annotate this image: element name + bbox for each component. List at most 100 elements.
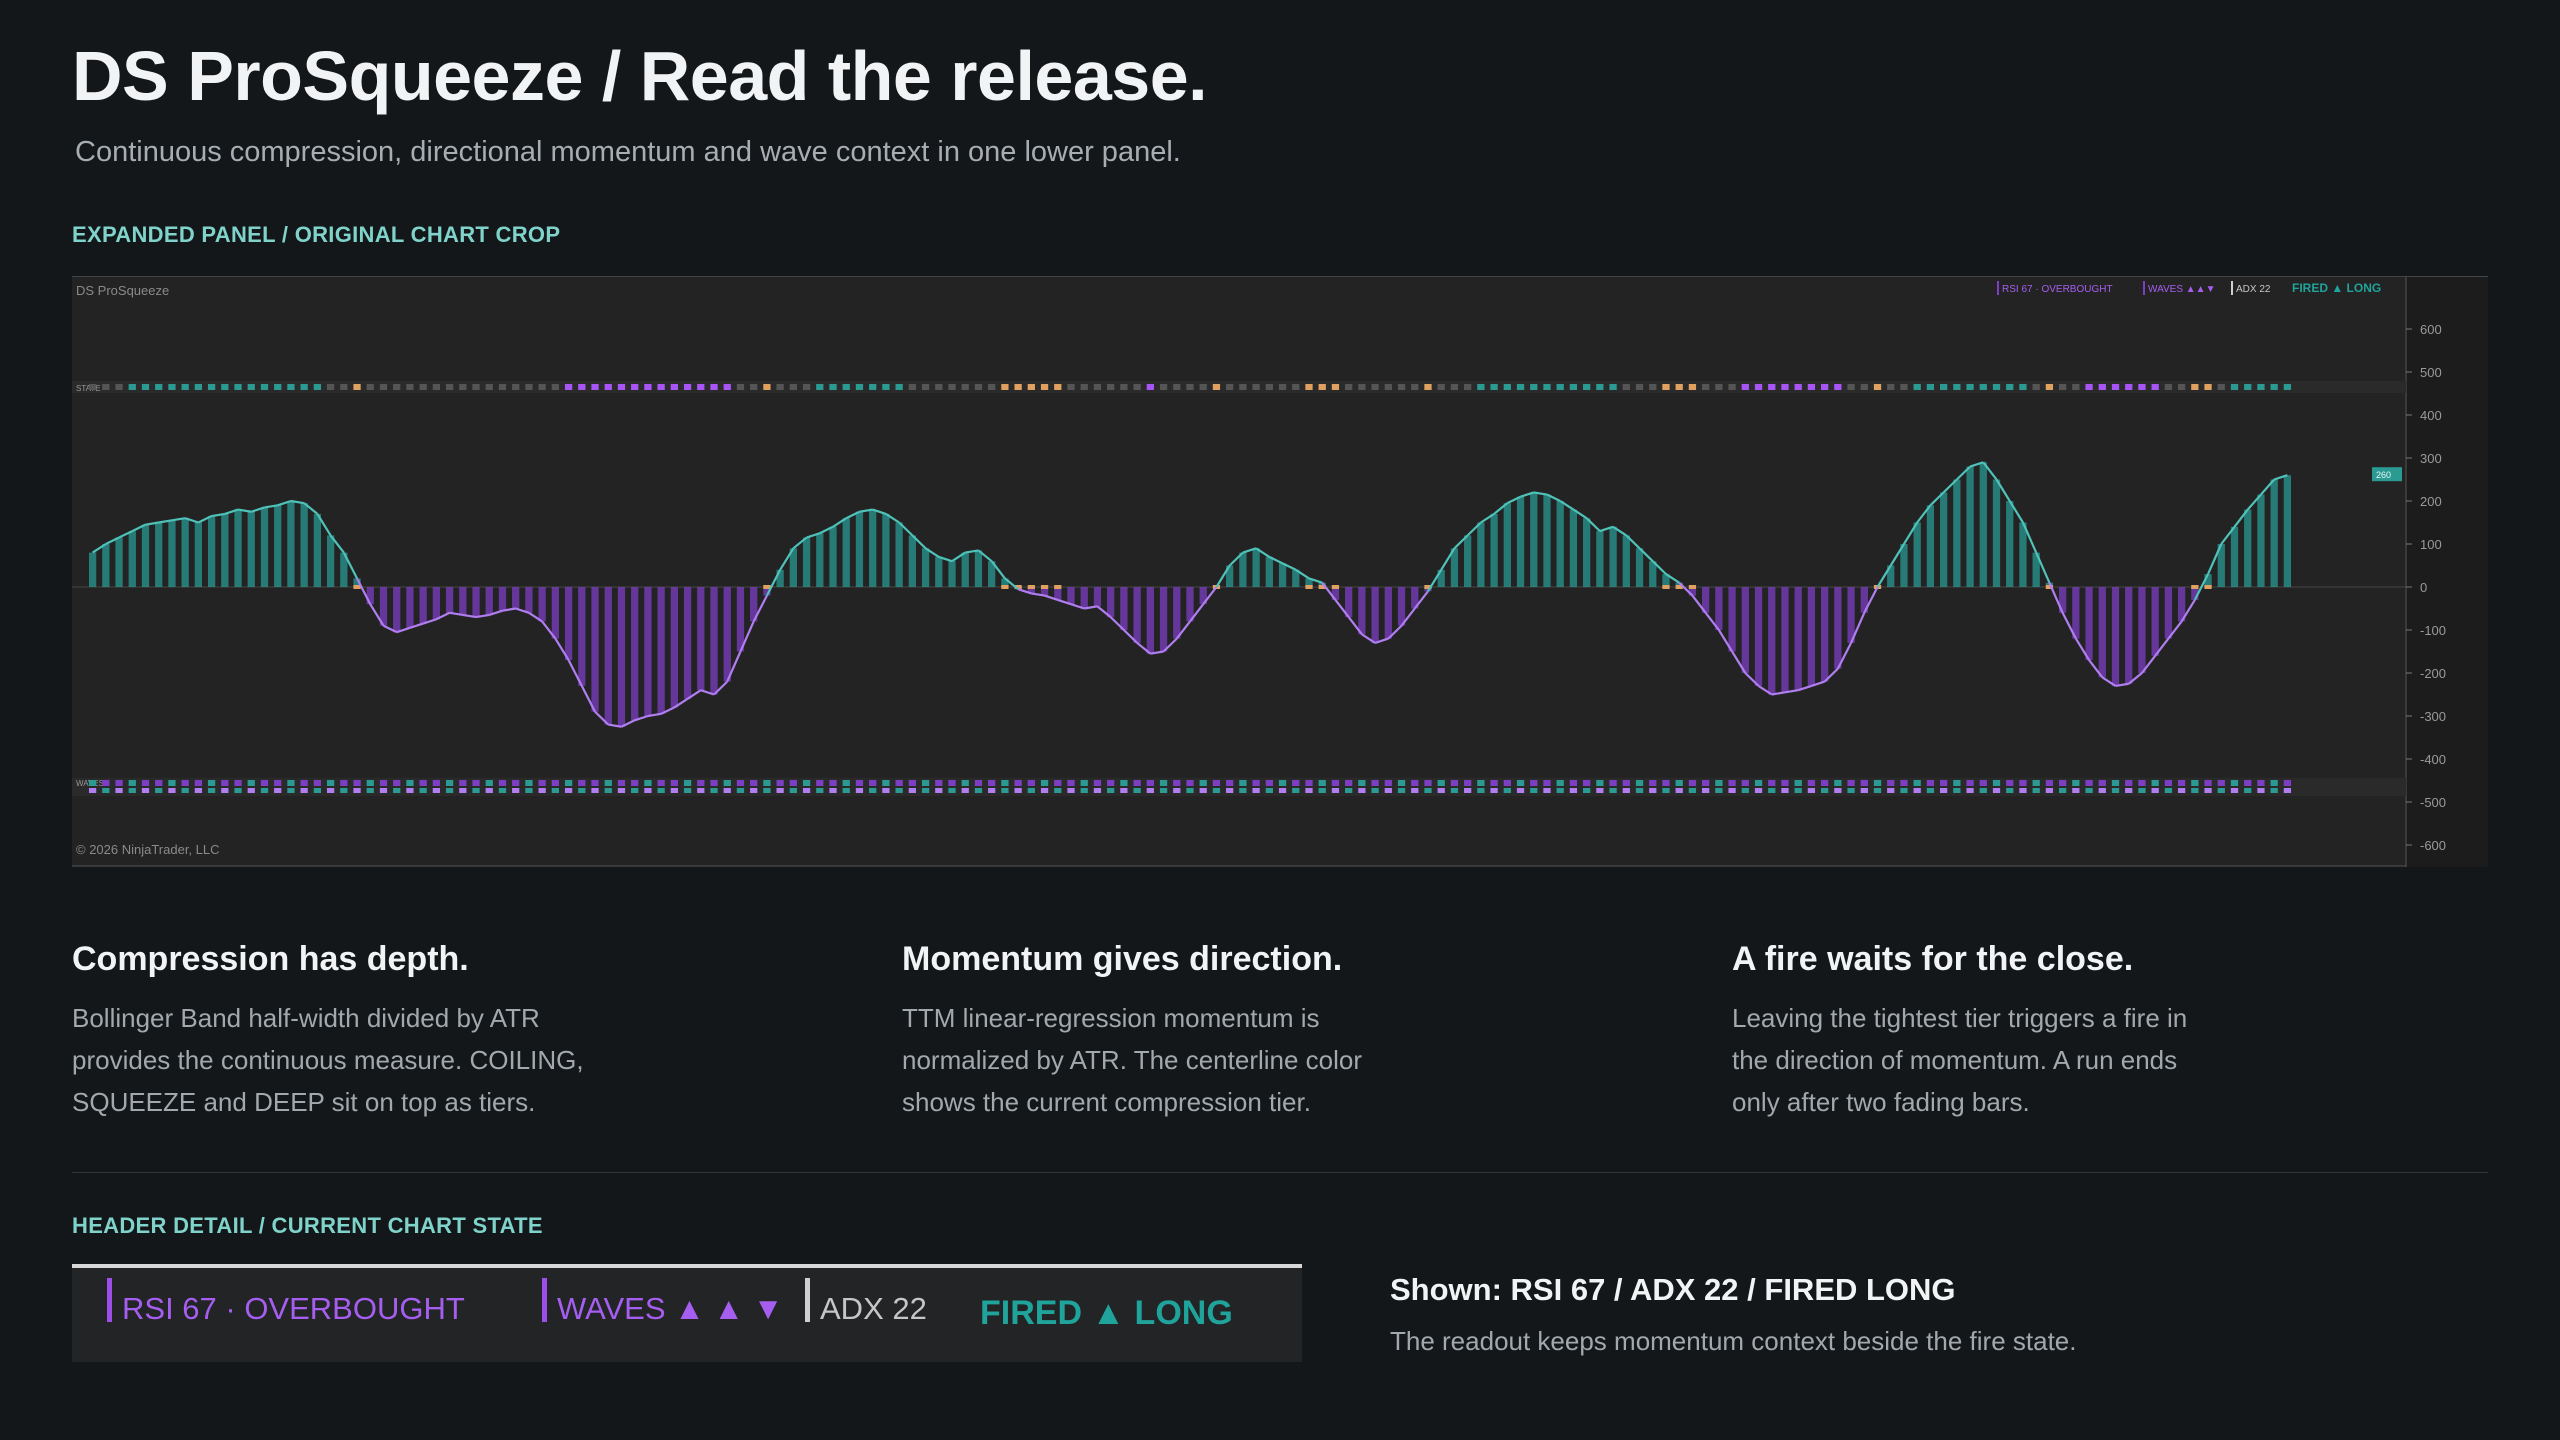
wave-mark (2125, 780, 2133, 786)
momentum-bar (723, 587, 731, 682)
momentum-bar (1252, 548, 1260, 587)
momentum-bar (260, 507, 269, 587)
wave-mark (1979, 788, 1987, 793)
wave-mark (1040, 788, 1049, 793)
momentum-bar (1900, 544, 1908, 587)
momentum-line-segment (264, 504, 278, 509)
momentum-bar (1926, 505, 1935, 587)
wave-mark (353, 788, 361, 793)
momentum-line-segment (2101, 676, 2117, 687)
wave-mark (591, 788, 599, 793)
wave-mark (2191, 780, 2199, 786)
waves-readout: WAVES ▲ ▲ ▼ (557, 1291, 784, 1326)
state-mark (2244, 384, 2252, 390)
momentum-line-segment (1493, 502, 1509, 515)
momentum-line-segment (1506, 495, 1522, 505)
wave-mark (1913, 788, 1921, 793)
wave-mark (551, 788, 560, 793)
wave-mark (1900, 780, 1908, 786)
momentum-bar (1477, 522, 1485, 587)
momentum-bar (1556, 501, 1564, 587)
wave-mark (194, 780, 203, 786)
state-mark (1979, 384, 1987, 390)
momentum-bar (498, 587, 507, 611)
wave-mark (472, 788, 480, 793)
wave-mark (1292, 788, 1300, 793)
wave-mark (1622, 780, 1630, 786)
momentum-line-segment (1334, 599, 1350, 618)
momentum-bar (512, 587, 520, 609)
wave-mark (525, 780, 533, 786)
wave-mark (1054, 788, 1062, 793)
state-mark (1093, 384, 1102, 390)
momentum-bar (2072, 587, 2080, 639)
wave-mark (1807, 780, 1816, 786)
momentum-line-segment (965, 549, 979, 554)
readout-rsi: RSI 67 · OVERBOUGHT (2002, 284, 2113, 295)
momentum-bar (419, 587, 427, 624)
wave-mark (459, 780, 467, 786)
wave-mark (1120, 788, 1128, 793)
wave-mark (617, 788, 626, 793)
header-detail-strip: RSI 67 · OVERBOUGHT WAVES ▲ ▲ ▼ ADX 22 F… (72, 1264, 1302, 1362)
momentum-line-segment (1942, 478, 1958, 494)
wave-mark (1464, 788, 1472, 793)
momentum-bar (2151, 587, 2159, 656)
momentum-bar (1702, 587, 1710, 613)
state-mark (1702, 384, 1710, 390)
state-mark (406, 384, 414, 390)
momentum-line-segment (2273, 474, 2288, 481)
momentum-bar (776, 569, 784, 587)
momentum-line-segment (1255, 547, 1270, 558)
momentum-bar (2019, 522, 2027, 587)
state-mark (1305, 384, 1313, 390)
wave-mark (710, 780, 718, 786)
momentum-line-segment (145, 521, 159, 526)
state-mark (128, 384, 136, 390)
wave-mark (1226, 788, 1234, 793)
wave-mark (763, 788, 771, 793)
momentum-line-segment (422, 618, 437, 625)
wave-mark (168, 788, 176, 793)
wave-mark (631, 780, 639, 786)
wave-mark (1186, 780, 1194, 786)
state-mark (2177, 384, 2186, 390)
wave-mark (1067, 780, 1075, 786)
momentum-bar (1199, 587, 1207, 605)
wave-mark (908, 788, 916, 793)
copyright-label: © 2026 NinjaTrader, LLC (76, 842, 220, 857)
momentum-bar (2217, 544, 2225, 587)
wave-mark (1702, 788, 1710, 793)
momentum-line-segment (1572, 508, 1588, 520)
momentum-line-segment (832, 517, 847, 528)
state-mark (88, 384, 97, 390)
momentum-bar (1239, 552, 1247, 587)
momentum-line-segment (859, 508, 873, 513)
wave-mark (2257, 788, 2265, 793)
wave-mark (2244, 788, 2252, 793)
momentum-line-segment (1612, 525, 1627, 537)
wave-mark (2217, 780, 2225, 786)
wave-mark (855, 788, 864, 793)
wave-mark (921, 780, 930, 786)
wave-mark (1107, 780, 1115, 786)
wave-mark (2019, 788, 2027, 793)
momentum-bar (988, 561, 996, 587)
state-mark (935, 384, 943, 390)
state-mark (961, 384, 969, 390)
momentum-bar (2111, 587, 2120, 686)
wave-mark (2138, 780, 2146, 786)
wave-mark (1794, 788, 1802, 793)
wave-mark (723, 788, 731, 793)
momentum-line-segment (237, 508, 252, 513)
state-mark (1397, 384, 1406, 390)
wave-mark (1926, 788, 1935, 793)
state-mark (221, 384, 229, 390)
feature-momentum: Momentum gives direction. TTM linear-reg… (902, 940, 1522, 1123)
momentum-bar (1278, 563, 1287, 587)
state-mark (895, 384, 903, 390)
wave-mark (1649, 780, 1657, 786)
wave-mark (221, 780, 229, 786)
feature-text: Leaving the tightest tier triggers a fir… (1732, 1003, 2188, 1117)
state-mark (115, 384, 123, 390)
